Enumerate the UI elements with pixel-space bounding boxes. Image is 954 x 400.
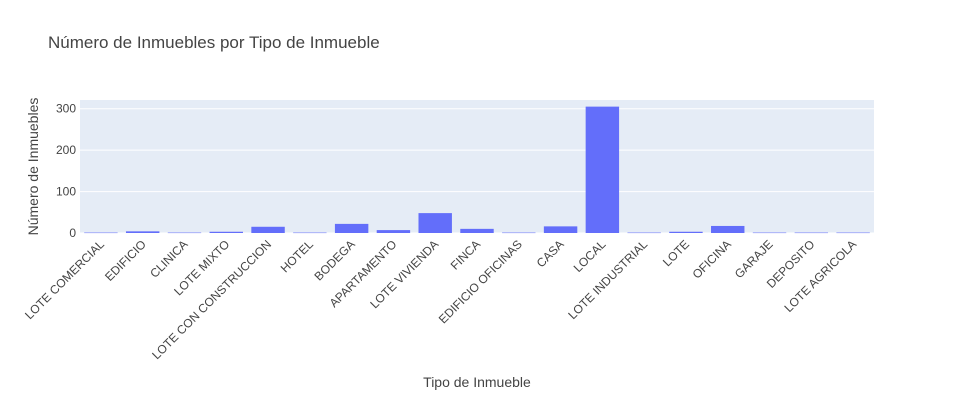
bar[interactable] — [167, 232, 202, 234]
bar[interactable] — [543, 226, 578, 233]
bar[interactable] — [836, 232, 870, 234]
bar[interactable] — [84, 232, 118, 234]
x-tick-label: LOTE — [660, 237, 692, 269]
x-tick-label: LOTE INDUSTRIAL — [565, 237, 650, 322]
bar[interactable] — [669, 231, 703, 233]
bar[interactable] — [251, 226, 285, 233]
bar[interactable] — [209, 231, 243, 233]
bar[interactable] — [585, 106, 620, 233]
bar[interactable] — [418, 213, 452, 233]
y-tick-label: 200 — [56, 143, 76, 157]
bar[interactable] — [293, 232, 327, 234]
x-tick-label: LOTE COMERCIAL — [22, 237, 107, 322]
bar[interactable] — [627, 232, 661, 234]
y-tick-label: 100 — [56, 185, 76, 199]
bar[interactable] — [125, 231, 160, 233]
bar[interactable] — [460, 228, 494, 233]
plot-background — [80, 100, 874, 233]
y-axis-title: Número de Inmuebles — [25, 98, 41, 236]
x-tick-label: FINCA — [448, 237, 483, 272]
bar[interactable] — [376, 230, 411, 233]
x-tick-label: HOTEL — [278, 237, 316, 275]
x-tick-label: CASA — [534, 237, 567, 270]
x-tick-label: EDIFICIO — [102, 237, 149, 284]
bar[interactable] — [794, 232, 829, 234]
bar[interactable] — [752, 232, 787, 234]
x-tick-label: CLINICA — [147, 237, 190, 280]
x-tick-label: EDIFICIO OFICINAS — [436, 237, 525, 326]
chart-title: Número de Inmuebles por Tipo de Inmueble — [48, 33, 380, 52]
x-tick-label: OFICINA — [690, 237, 734, 281]
y-tick-label: 300 — [56, 102, 76, 116]
x-axis-title: Tipo de Inmueble — [423, 374, 531, 390]
x-tick-label: LOCAL — [571, 237, 609, 275]
bar[interactable] — [334, 223, 369, 233]
bar[interactable] — [502, 232, 536, 234]
x-tick-label: LOTE AGRICOLA — [781, 237, 859, 315]
y-tick-label: 0 — [69, 226, 76, 240]
bar[interactable] — [711, 225, 745, 233]
